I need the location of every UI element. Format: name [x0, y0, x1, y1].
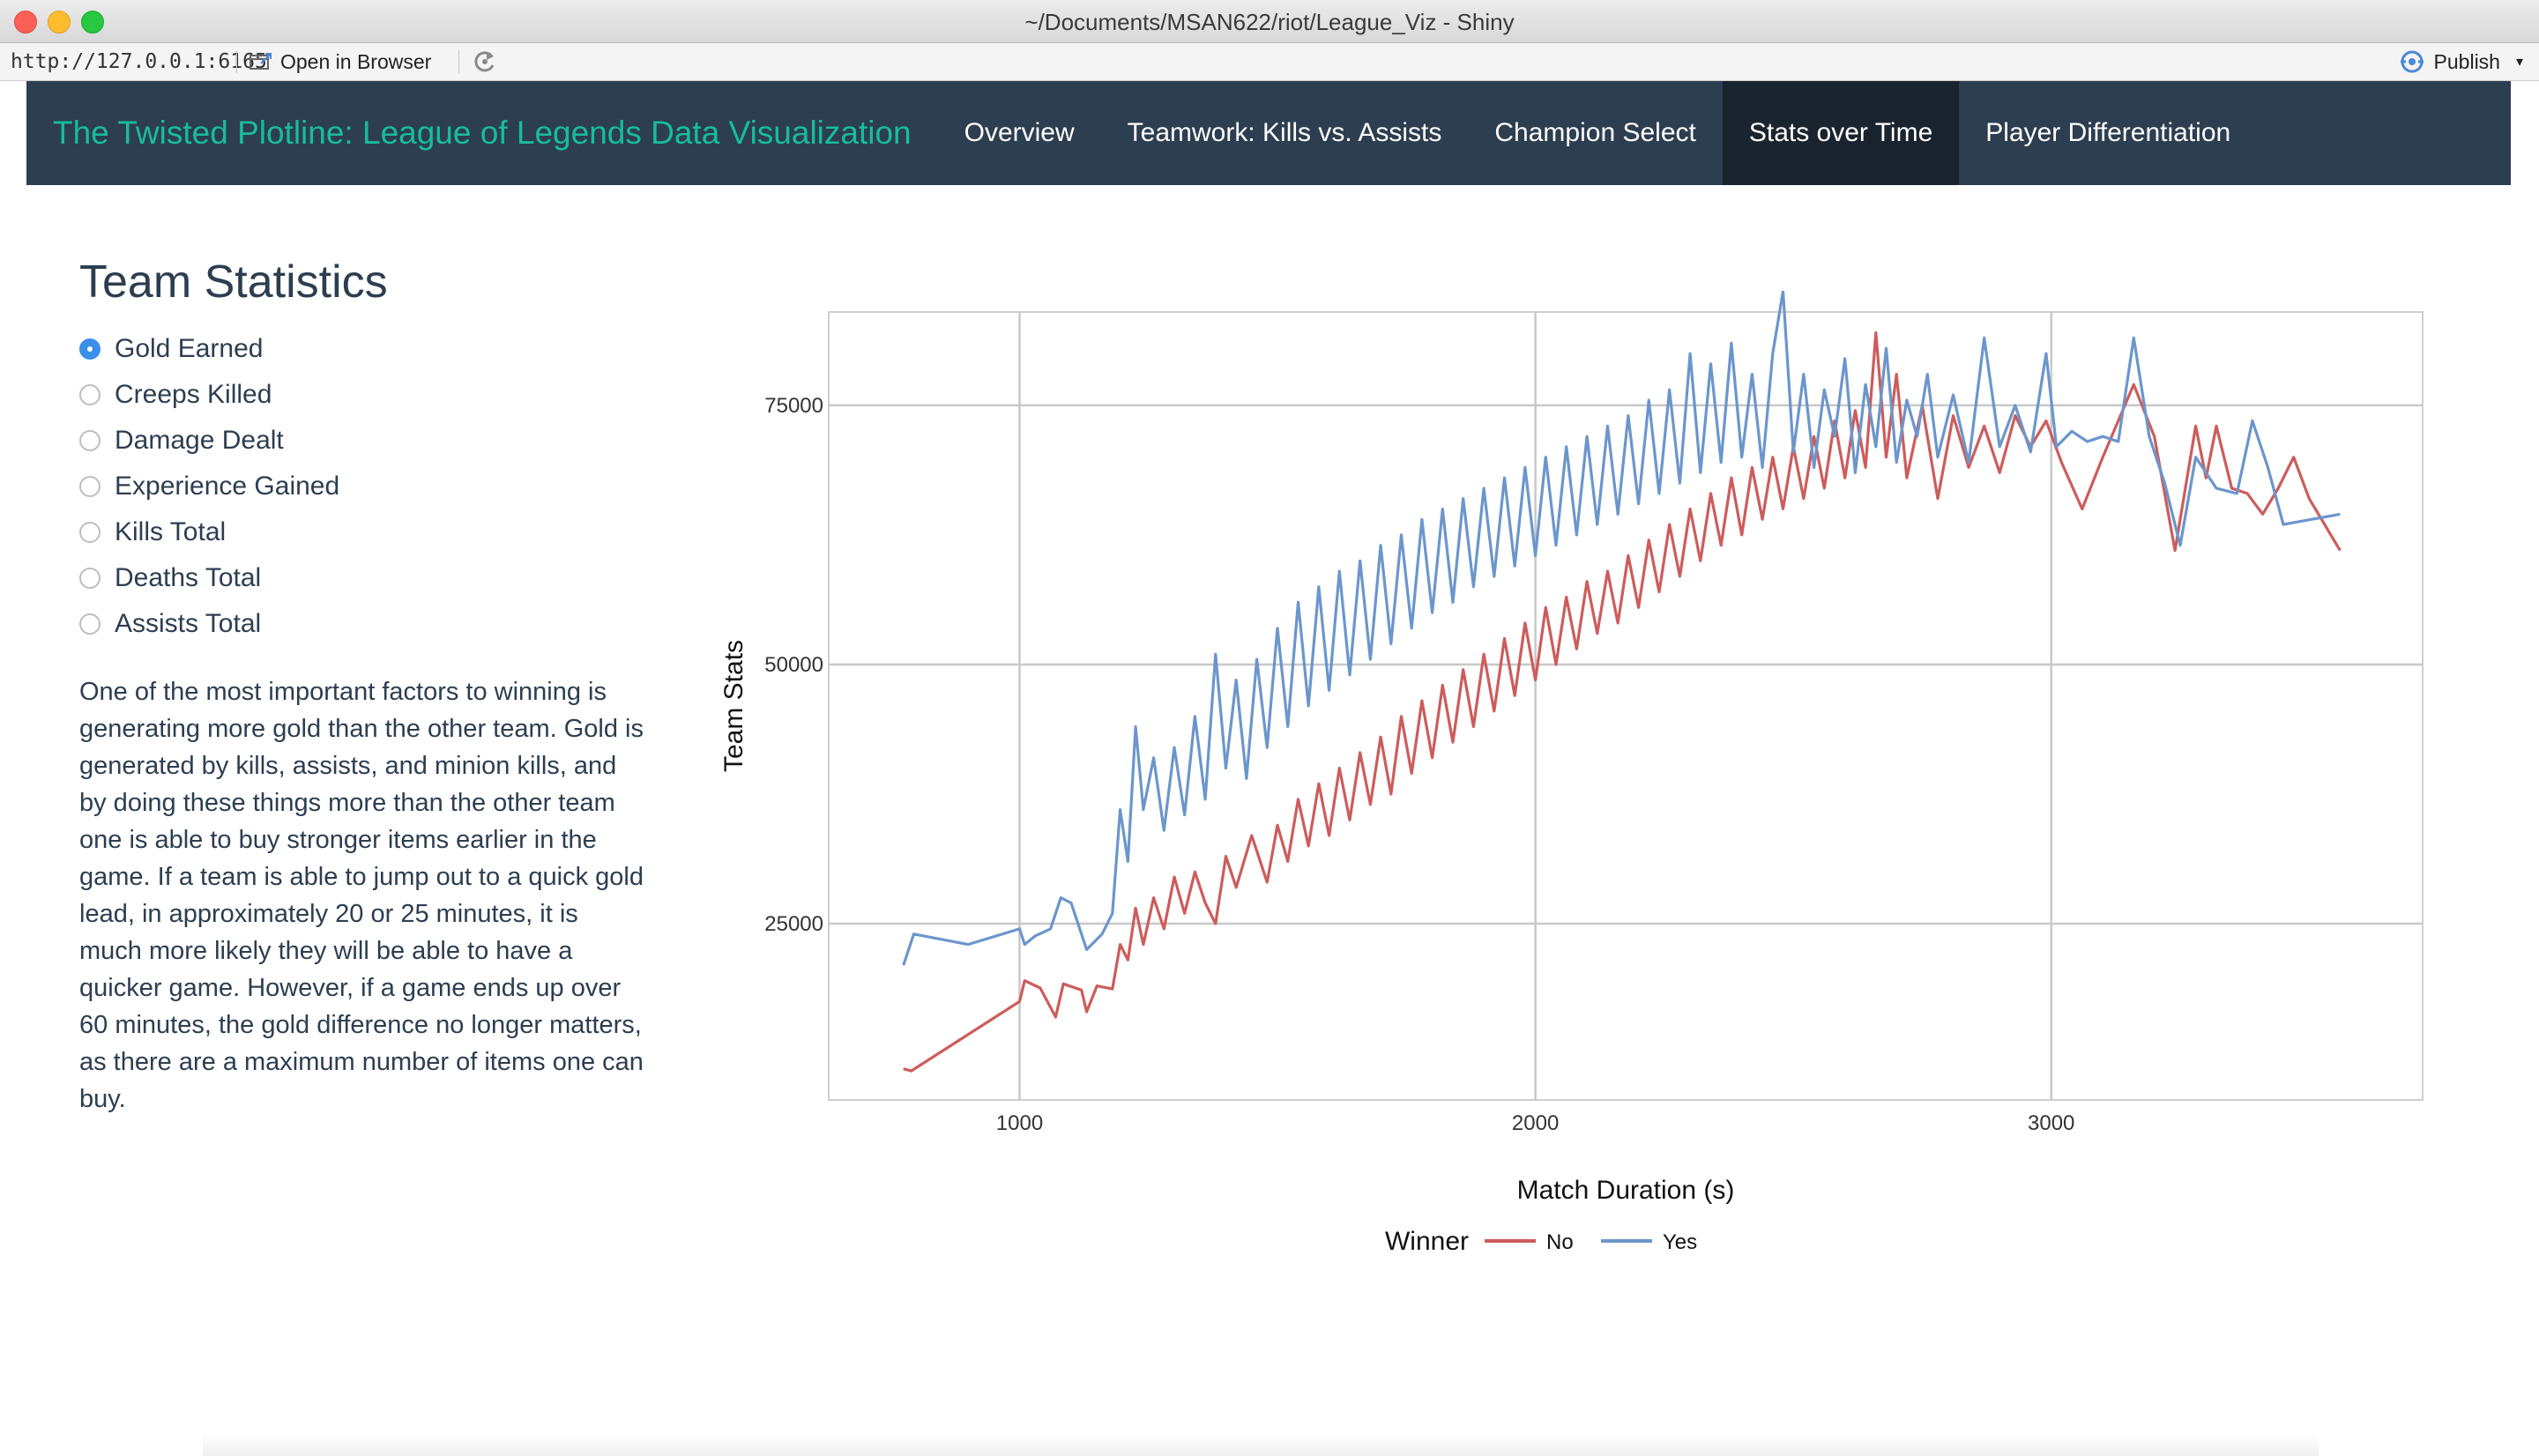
window-titlebar: ~/Documents/MSAN622/riot/League_Viz - Sh…: [0, 0, 2539, 43]
radio-button[interactable]: [79, 522, 101, 543]
publish-label: Publish: [2433, 49, 2500, 73]
radio-label[interactable]: Deaths Total: [115, 563, 262, 592]
url-field[interactable]: http://127.0.0.1:6165: [11, 50, 267, 73]
sidebar-title: Team Statistics: [79, 256, 388, 308]
radio-option-experience-gained[interactable]: Experience Gained: [79, 464, 644, 509]
publish-icon: [2400, 50, 2424, 73]
window-title: ~/Documents/MSAN622/riot/League_Viz - Sh…: [1024, 9, 1515, 35]
radio-button[interactable]: [79, 613, 101, 635]
minimize-window-button[interactable]: [48, 11, 71, 33]
tab-player-differentiation[interactable]: Player Differentiation: [1985, 118, 2231, 147]
sidebar-panel: Team Statistics Gold Earned Creeps Kille…: [79, 256, 644, 1118]
publish-button[interactable]: Publish ▾: [2399, 48, 2523, 75]
line-chart: 1000 2000 3000 25000 50000 75000 Match Duratio…: [719, 289, 2424, 1256]
publish-dropdown-icon[interactable]: ▾: [2515, 55, 2523, 70]
stat-radio-group: Gold Earned Creeps Killed Damage Dealt E…: [79, 326, 644, 647]
window-bottom-shadow: [203, 1432, 2319, 1456]
radio-label[interactable]: Damage Dealt: [115, 426, 284, 455]
radio-option-deaths-total[interactable]: Deaths Total: [79, 555, 644, 601]
radio-option-gold-earned[interactable]: Gold Earned: [79, 326, 644, 372]
x-tick-label: 2000: [1512, 1111, 1559, 1135]
x-axis-label: Match Duration (s): [1517, 1176, 1735, 1205]
x-tick-label: 1000: [996, 1111, 1043, 1135]
radio-label[interactable]: Experience Gained: [115, 472, 340, 501]
radio-option-assists-total[interactable]: Assists Total: [79, 601, 644, 647]
series-line-no: [903, 331, 2342, 1073]
series-line-yes: [902, 289, 2341, 966]
stat-description: One of the most important factors to win…: [79, 678, 644, 1113]
radio-option-creeps-killed[interactable]: Creeps Killed: [79, 372, 644, 418]
zoom-window-button[interactable]: [81, 11, 104, 33]
y-tick-label: 75000: [764, 394, 823, 418]
radio-button[interactable]: [79, 476, 101, 497]
tab-teamwork[interactable]: Teamwork: Kills vs. Assists: [1127, 118, 1442, 147]
radio-label[interactable]: Kills Total: [115, 517, 227, 546]
radio-label[interactable]: Gold Earned: [115, 334, 264, 363]
radio-option-damage-dealt[interactable]: Damage Dealt: [79, 418, 644, 464]
open-in-browser-label: Open in Browser: [280, 49, 432, 73]
y-tick-label: 50000: [764, 653, 823, 677]
radio-option-kills-total[interactable]: Kills Total: [79, 509, 644, 555]
legend-label-no: No: [1546, 1230, 1574, 1254]
tab-overview[interactable]: Overview: [964, 118, 1075, 147]
radio-button[interactable]: [79, 384, 101, 405]
toolbar-separator: [458, 50, 459, 73]
radio-button[interactable]: [79, 568, 101, 589]
x-tick-label: 3000: [2028, 1111, 2074, 1135]
refresh-icon: [474, 51, 495, 72]
tab-champion-select[interactable]: Champion Select: [1494, 118, 1696, 147]
y-tick-label: 25000: [764, 912, 823, 936]
radio-button[interactable]: [79, 430, 101, 451]
radio-button[interactable]: [79, 338, 101, 360]
close-window-button[interactable]: [14, 11, 37, 33]
app-brand[interactable]: The Twisted Plotline: League of Legends …: [53, 115, 912, 151]
radio-label[interactable]: Assists Total: [115, 609, 262, 638]
open-in-browser-button[interactable]: Open in Browser: [249, 48, 431, 75]
y-axis-label: Team Stats: [719, 640, 748, 772]
viewer-toolbar: http://127.0.0.1:6165 Open in Browser Pu…: [0, 43, 2539, 81]
refresh-button[interactable]: [471, 48, 499, 79]
open-browser-icon: [249, 53, 272, 70]
toolbar-separator: [236, 50, 237, 73]
legend-label-yes: Yes: [1663, 1230, 1697, 1254]
radio-label[interactable]: Creeps Killed: [115, 380, 272, 409]
legend-title: Winner: [1385, 1227, 1469, 1256]
app-navbar: The Twisted Plotline: League of Legends …: [26, 81, 2511, 185]
tab-stats-over-time[interactable]: Stats over Time: [1722, 81, 1960, 185]
stats-plot: 1000 2000 3000 25000 50000 75000 Match Duratio…: [688, 289, 2451, 1282]
